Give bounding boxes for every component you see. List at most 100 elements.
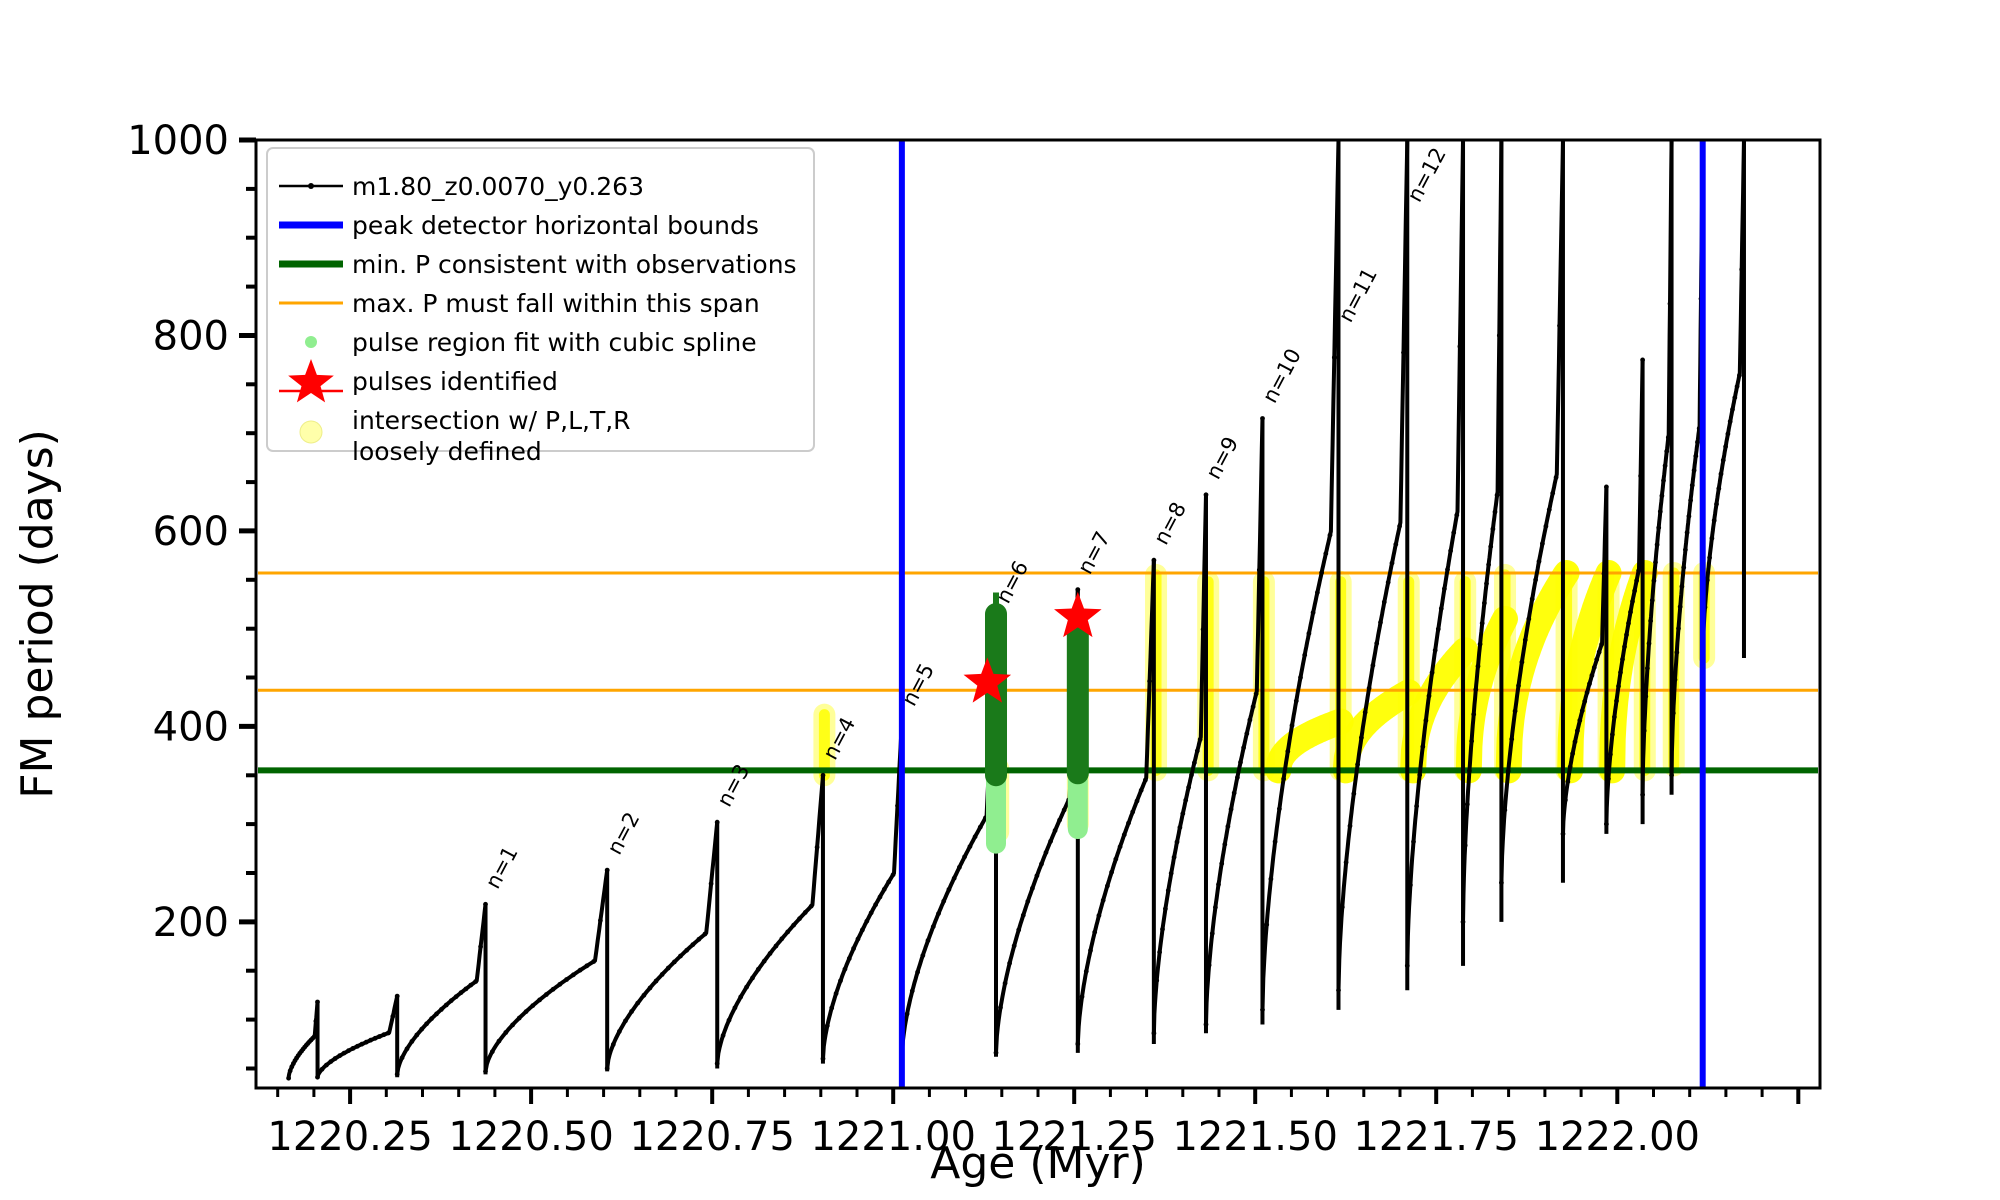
track-data-point <box>1393 542 1399 547</box>
track-data-point <box>1370 663 1376 668</box>
track-data-point <box>324 1062 329 1068</box>
track-data-point <box>473 979 479 984</box>
track-data-point <box>1177 825 1183 830</box>
track-data-point <box>489 1049 495 1055</box>
track-data-point <box>785 929 791 935</box>
track-data-point <box>1048 838 1053 844</box>
track-data-point <box>1484 581 1489 586</box>
track-data-point <box>1672 677 1678 683</box>
y-tick-label: 600 <box>153 509 229 555</box>
track-data-point <box>738 994 744 1000</box>
legend-item[interactable]: peak detector horizontal bounds <box>279 211 759 240</box>
track-data-point <box>1462 843 1468 848</box>
track-data-point <box>1385 579 1391 585</box>
track-data-point <box>544 992 549 997</box>
track-data-point <box>1684 530 1690 535</box>
track-data-point <box>1688 498 1693 503</box>
track-data-point <box>617 1029 622 1034</box>
track-data-point <box>443 1002 449 1008</box>
track-data-point <box>341 1050 347 1056</box>
track-data-point <box>1486 562 1491 568</box>
track-data-point <box>368 1037 373 1043</box>
track-data-point <box>915 969 920 975</box>
track-data-point <box>755 966 761 972</box>
track-data-point <box>1454 512 1460 518</box>
track-data-point <box>1661 478 1666 483</box>
track-data-point <box>1147 678 1152 684</box>
legend-item[interactable]: min. P consistent with observations <box>279 250 797 279</box>
legend-item[interactable]: pulses identified <box>279 359 558 403</box>
track-data-point <box>1025 899 1031 904</box>
track-data-point <box>1355 762 1360 767</box>
track-data-point <box>820 1056 826 1062</box>
track-data-point <box>1570 751 1575 757</box>
legend-box <box>266 147 815 452</box>
track-data-point <box>1657 509 1663 514</box>
track-data-point <box>1653 559 1658 565</box>
track-data-point <box>1281 776 1286 782</box>
track-data-point <box>1679 584 1685 589</box>
track-data-point <box>1612 714 1617 720</box>
track-data-point <box>895 803 900 809</box>
track-data-point <box>1634 578 1639 584</box>
track-data-point <box>372 1035 378 1041</box>
track-data-point <box>1420 744 1426 750</box>
track-data-point <box>496 1038 502 1044</box>
track-data-point <box>1464 801 1470 807</box>
x-axis-title: Age (Myr) <box>930 1138 1146 1189</box>
track-data-point <box>1168 870 1174 876</box>
track-data-point <box>1512 708 1518 714</box>
track-data-point <box>564 977 569 982</box>
track-data-point <box>1711 518 1717 523</box>
track-data-point <box>1610 732 1615 737</box>
track-data-point <box>1677 604 1683 610</box>
track-data-point <box>1016 927 1022 933</box>
track-data-point <box>571 972 576 978</box>
track-data-point <box>1075 1041 1081 1047</box>
track-data-point <box>951 875 957 881</box>
track-data-point <box>414 1032 420 1038</box>
track-data-point <box>1414 803 1419 809</box>
track-data-point <box>1543 523 1549 529</box>
track-data-point <box>1670 710 1676 716</box>
track-data-point <box>434 1011 439 1017</box>
track-data-point <box>1640 792 1645 798</box>
track-data-point <box>1039 861 1044 867</box>
legend-item[interactable]: m1.80_z0.0070_y0.263 <box>279 172 644 201</box>
track-data-point <box>1213 904 1218 910</box>
track-data-point <box>1716 486 1722 491</box>
legend-item[interactable]: pulse region fit with cubic spline <box>305 328 757 357</box>
x-tick-label: 1221.50 <box>1172 1114 1337 1160</box>
track-data-point <box>381 1032 387 1038</box>
track-data-point <box>635 1000 641 1006</box>
track-data-point <box>1083 968 1089 974</box>
track-data-point <box>1105 883 1110 889</box>
track-data-point <box>890 872 896 878</box>
track-data-point <box>829 1005 835 1011</box>
pulse-identified-star <box>1054 591 1102 638</box>
track-data-point <box>1189 772 1194 778</box>
legend-item[interactable]: max. P must fall within this span <box>279 289 760 318</box>
track-data-point <box>1264 922 1270 928</box>
x-tick-label: 1220.25 <box>267 1114 432 1160</box>
track-data-point <box>1438 606 1444 611</box>
track-data-point <box>1235 775 1240 780</box>
track-data-point <box>665 965 671 971</box>
track-data-point <box>385 1030 391 1036</box>
track-data-point <box>1411 839 1416 845</box>
track-data-point <box>767 951 773 956</box>
track-data-point <box>1323 551 1329 557</box>
track-data-point <box>1630 599 1635 604</box>
track-data-point <box>424 1021 429 1027</box>
track-data-point <box>972 834 978 840</box>
track-data-point <box>1442 586 1447 592</box>
x-tick-label: 1220.75 <box>629 1114 794 1160</box>
track-data-point <box>1475 663 1481 669</box>
track-data-point <box>468 982 474 988</box>
track-data-point <box>1641 728 1647 734</box>
track-data-point <box>925 938 931 943</box>
track-data-point <box>678 953 683 959</box>
track-data-point <box>1533 577 1538 583</box>
